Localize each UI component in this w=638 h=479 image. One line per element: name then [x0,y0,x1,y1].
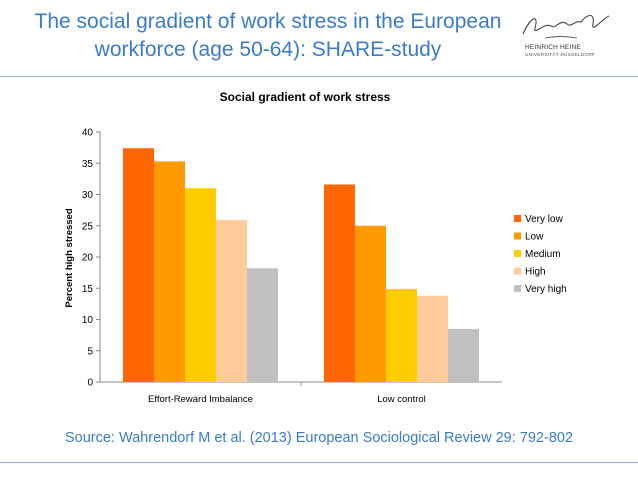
slide-title: The social gradient of work stress in th… [18,8,518,64]
legend-label: Very low [525,214,564,225]
bar-high [417,295,448,382]
bar-low [154,161,185,382]
header-divider [0,76,638,77]
bar-very-high [448,328,479,382]
legend-label: Medium [525,249,561,260]
y-tick-label: 5 [87,346,93,357]
y-tick-label: 10 [82,315,94,326]
slide-title-line-2: workforce (age 50-64): SHARE-study [94,38,442,61]
bar-high [216,220,247,382]
signature-logo-icon [522,14,610,39]
source-citation: Source: Wahrendorf M et al. (2013) Europ… [64,430,574,446]
y-tick-label: 20 [82,253,94,264]
chart-title: Social gradient of work stress [220,90,391,104]
y-tick-label: 35 [82,159,94,170]
bar-low [355,225,386,382]
legend-swatch [514,250,521,257]
legend-label: Low [525,232,544,243]
y-tick-label: 25 [82,221,94,232]
y-tick-label: 0 [87,378,93,389]
bar-very-low [324,184,355,382]
bar-medium [386,288,417,382]
slide-title-line-1: The social gradient of work stress in th… [34,10,502,33]
x-category-label: Effort-Reward Imbalance [148,394,253,405]
legend-label: High [525,267,546,278]
legend-swatch [514,285,521,292]
y-tick-label: 15 [82,284,94,295]
y-tick-label: 40 [82,128,94,139]
bar-very-low [123,148,154,382]
logo-name-line-2: UNIVERSITÄT DÜSSELDORF [525,53,596,58]
legend-swatch [514,267,521,275]
university-logo: HEINRICH HEINE UNIVERSITÄT DÜSSELDORF [505,8,615,68]
logo-name-line-1: HEINRICH HEINE [525,44,581,51]
x-category-label: Low control [377,394,426,405]
y-tick-label: 30 [82,190,94,201]
footer-divider [0,462,638,463]
legend-swatch [514,232,521,240]
y-axis-label: Percent high stressed [64,208,75,307]
bar-medium [185,188,216,382]
bar-very-high [247,268,278,382]
legend-label: Very high [525,284,567,295]
legend-swatch [514,215,521,222]
